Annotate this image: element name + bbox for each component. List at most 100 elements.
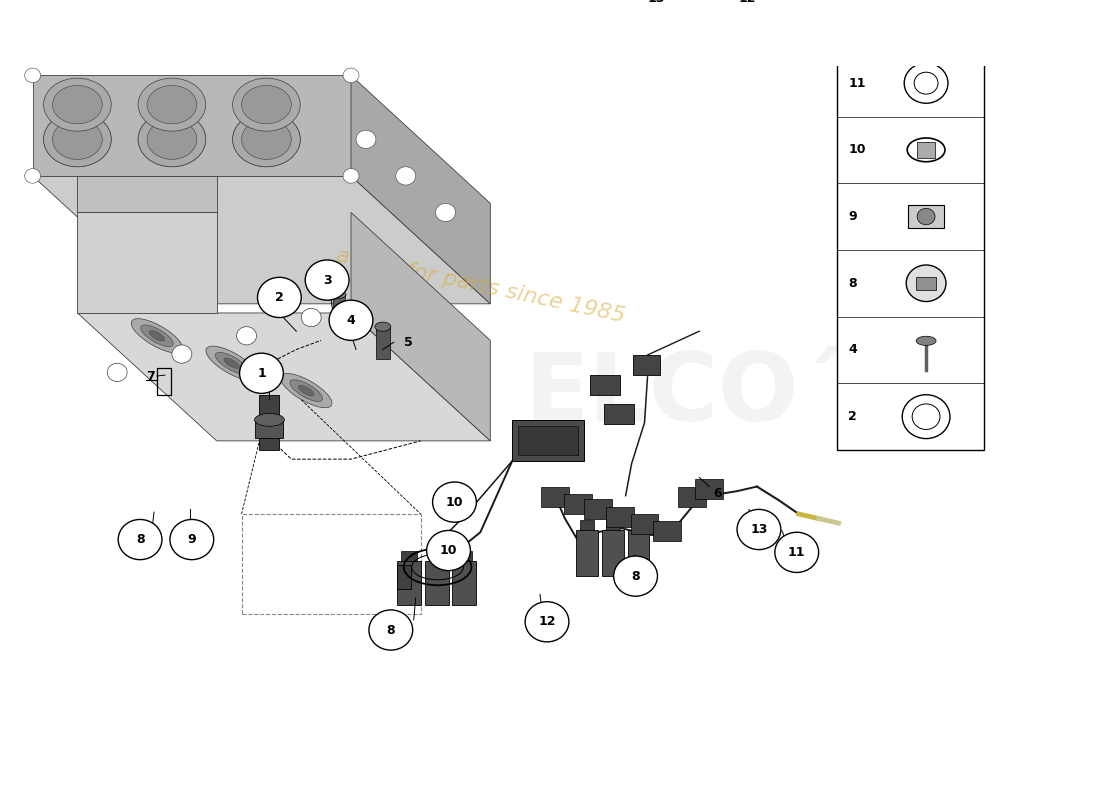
Bar (400, 550, 417, 562)
Text: 8: 8 (135, 533, 144, 546)
Polygon shape (77, 313, 491, 441)
Bar (653, 522, 681, 542)
Text: 905 01: 905 01 (849, 6, 903, 19)
Circle shape (737, 510, 781, 550)
Text: 10: 10 (446, 495, 463, 509)
Circle shape (118, 519, 162, 560)
Text: 12: 12 (739, 0, 757, 5)
Circle shape (917, 208, 935, 225)
Bar (917, 142, 935, 158)
Ellipse shape (141, 325, 174, 346)
Ellipse shape (53, 119, 102, 159)
Bar (604, 404, 634, 425)
Bar (576, 530, 597, 576)
Text: 2: 2 (848, 410, 857, 423)
Bar (518, 426, 578, 455)
Circle shape (301, 308, 321, 326)
Circle shape (396, 166, 416, 185)
Bar (580, 520, 594, 530)
Bar (260, 395, 279, 450)
Ellipse shape (232, 112, 300, 166)
Bar (606, 520, 619, 530)
Ellipse shape (216, 352, 248, 374)
Ellipse shape (150, 330, 165, 341)
Bar (916, 277, 936, 290)
Bar (606, 506, 634, 526)
Bar (425, 562, 449, 606)
Bar (255, 420, 284, 438)
Text: ELCO´S: ELCO´S (525, 349, 914, 441)
Ellipse shape (916, 336, 936, 346)
Text: 2: 2 (275, 291, 284, 304)
Bar (452, 562, 476, 606)
Ellipse shape (254, 414, 284, 426)
Circle shape (343, 169, 359, 183)
Text: 11: 11 (788, 546, 805, 559)
Ellipse shape (53, 119, 102, 159)
Ellipse shape (53, 86, 102, 124)
Text: 7: 7 (145, 370, 154, 382)
Ellipse shape (44, 112, 111, 166)
Bar (836, 50, 983, 450)
Bar (429, 550, 444, 562)
Polygon shape (351, 213, 491, 441)
Bar (541, 486, 569, 506)
Bar (602, 530, 624, 576)
Ellipse shape (44, 78, 111, 131)
Polygon shape (77, 213, 217, 313)
Circle shape (305, 260, 349, 300)
Circle shape (169, 519, 213, 560)
Text: 4: 4 (346, 314, 355, 326)
Text: 8: 8 (631, 570, 640, 582)
Bar (909, 205, 944, 229)
Ellipse shape (332, 291, 346, 298)
Text: a pa’t for parts since 1985: a pa’t for parts since 1985 (334, 245, 627, 326)
Ellipse shape (139, 112, 206, 166)
Circle shape (236, 326, 256, 345)
Ellipse shape (147, 119, 197, 159)
Ellipse shape (298, 386, 314, 396)
Bar (584, 499, 612, 519)
Ellipse shape (224, 358, 240, 369)
Bar (631, 520, 646, 530)
Bar (638, 0, 729, 30)
Circle shape (436, 203, 455, 222)
Ellipse shape (139, 78, 206, 131)
Text: 13: 13 (648, 0, 664, 5)
Circle shape (614, 556, 658, 596)
Polygon shape (351, 75, 491, 304)
Ellipse shape (147, 86, 197, 124)
Circle shape (368, 610, 412, 650)
Bar (397, 565, 410, 589)
Ellipse shape (147, 119, 197, 159)
Bar (695, 479, 723, 499)
Polygon shape (835, 0, 878, 10)
Bar (679, 486, 706, 506)
Bar (157, 368, 170, 395)
Bar (397, 562, 420, 606)
Bar (456, 550, 472, 562)
Text: 3: 3 (322, 274, 331, 286)
Text: 11: 11 (848, 77, 866, 90)
Polygon shape (77, 176, 217, 213)
Text: 13: 13 (750, 523, 768, 536)
Ellipse shape (242, 86, 292, 124)
Circle shape (172, 345, 191, 363)
Text: 9: 9 (848, 210, 857, 223)
Circle shape (906, 265, 946, 302)
Circle shape (912, 404, 940, 430)
Ellipse shape (232, 78, 300, 131)
Ellipse shape (44, 112, 111, 166)
Text: 6: 6 (713, 487, 722, 500)
Text: 5: 5 (405, 336, 414, 349)
Text: 10: 10 (440, 544, 458, 557)
Circle shape (427, 530, 471, 570)
Ellipse shape (131, 318, 183, 353)
Bar (333, 294, 345, 322)
Bar (729, 0, 821, 30)
Ellipse shape (375, 322, 390, 331)
Text: 8: 8 (386, 623, 395, 637)
Circle shape (902, 394, 950, 438)
Circle shape (257, 278, 301, 318)
Bar (513, 420, 584, 461)
